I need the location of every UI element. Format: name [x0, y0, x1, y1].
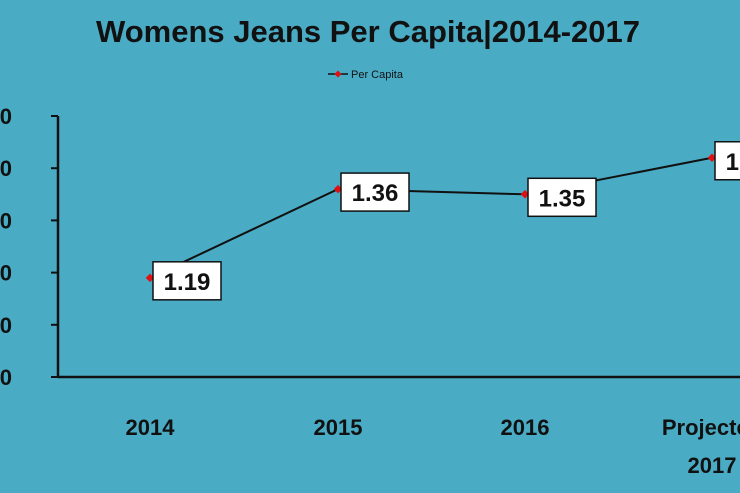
x-tick-label: 2016 [501, 415, 550, 440]
x-tick-label: 2015 [314, 415, 363, 440]
data-labels: 1.19 1.36 1.35 1.42 [152, 141, 740, 301]
data-label-text: 1.35 [539, 185, 586, 212]
y-tick-label: .00 [0, 261, 12, 286]
x-tick-label: 2014 [126, 415, 176, 440]
legend-label: Per Capita [351, 69, 404, 81]
y-tick-label: .00 [0, 104, 12, 129]
data-label: 1.36 [340, 172, 410, 212]
data-label: 1.19 [152, 261, 222, 301]
y-tick-label: .00 [0, 208, 12, 233]
data-point [145, 273, 155, 283]
data-label-box [340, 172, 410, 212]
axes: .00 .00 .00 .00 .00 .00 2014 2015 2016 Projected2… [0, 104, 740, 478]
series-line-path [149, 156, 713, 279]
x-tick-label: Projected2017 [662, 415, 740, 478]
y-tick-label: .00 [0, 365, 12, 390]
chart-title: Womens Jeans Per Capita|2014-2017 [96, 14, 640, 49]
series-line [145, 153, 717, 283]
data-label: 1.35 [527, 177, 597, 218]
data-label-box [527, 177, 597, 218]
legend-marker [334, 70, 342, 78]
y-tick-label: .00 [0, 313, 12, 338]
data-label-box [714, 141, 740, 181]
data-label-text: 1.36 [352, 180, 399, 207]
legend: Per Capita [328, 69, 404, 81]
y-tick-label: .00 [0, 156, 12, 181]
data-point [333, 184, 343, 194]
data-label-box [152, 261, 222, 301]
data-label: 1.42 [714, 141, 740, 181]
data-label-text: 1.19 [164, 269, 211, 296]
data-label-text: 1.42 [726, 149, 740, 176]
